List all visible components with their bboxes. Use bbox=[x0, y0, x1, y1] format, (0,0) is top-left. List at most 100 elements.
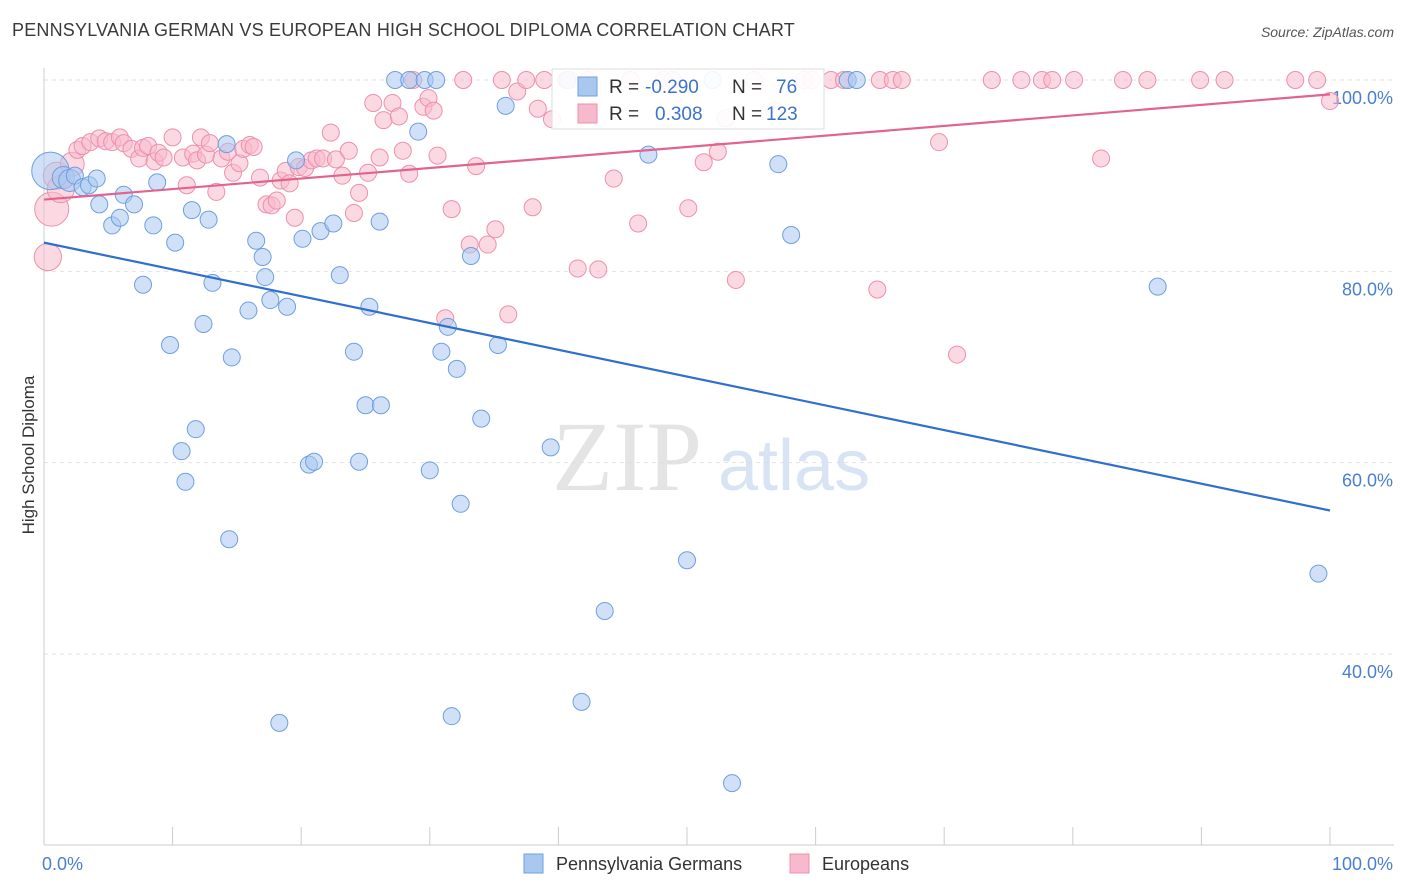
pennsylvania-german-point bbox=[324, 214, 343, 233]
european-point bbox=[177, 176, 196, 195]
pennsylvania-german-point bbox=[261, 291, 280, 310]
european-point bbox=[1065, 71, 1084, 89]
pennsylvania-german-point bbox=[427, 71, 446, 89]
european-point bbox=[428, 146, 447, 165]
european-point bbox=[393, 141, 412, 160]
legend-swatch-pink bbox=[577, 103, 598, 124]
european-point bbox=[244, 137, 263, 156]
european-point bbox=[568, 259, 587, 278]
european-point bbox=[604, 169, 623, 188]
legend-n-label-pink: N = bbox=[732, 104, 762, 125]
bottom-legend: Pennsylvania Germans Europeans bbox=[523, 853, 909, 874]
pennsylvania-german-point bbox=[356, 396, 375, 415]
pennsylvania-german-point bbox=[442, 707, 461, 726]
pennsylvania-german-point bbox=[572, 692, 591, 711]
european-point bbox=[454, 71, 473, 89]
pennsylvania-german-point bbox=[287, 151, 306, 170]
chart-title: PENNSYLVANIA GERMAN VS EUROPEAN HIGH SCH… bbox=[12, 20, 795, 40]
pennsylvania-german-point bbox=[278, 297, 297, 316]
european-point bbox=[629, 214, 648, 233]
european-point bbox=[442, 200, 461, 219]
y-tick-label: 60.0% bbox=[1342, 471, 1393, 491]
y-tick-label: 40.0% bbox=[1342, 662, 1393, 682]
pennsylvania-german-point bbox=[125, 195, 144, 214]
legend-box: R = -0.290 N = 76 R = 0.308 N = 123 bbox=[551, 68, 825, 130]
trend-lines bbox=[43, 93, 1331, 512]
pennsylvania-german-point bbox=[239, 301, 258, 320]
european-point bbox=[321, 123, 340, 142]
european-point bbox=[708, 142, 727, 161]
legend-n-label-blue: N = bbox=[732, 77, 762, 98]
european-point bbox=[285, 208, 304, 227]
pennsylvania-german-point bbox=[110, 208, 129, 227]
european-point bbox=[1012, 71, 1031, 89]
pennsylvania-german-point bbox=[166, 233, 185, 252]
european-point bbox=[478, 235, 497, 254]
legend-r-value-blue: -0.290 bbox=[645, 77, 699, 98]
legend-n-value-pink: 123 bbox=[766, 104, 798, 125]
y-tick-label: 100.0% bbox=[1332, 88, 1393, 108]
pennsylvania-german-point bbox=[330, 266, 349, 285]
pennsylvania-german-point bbox=[496, 96, 515, 115]
bottom-legend-label-pink: Europeans bbox=[822, 854, 909, 874]
european-point bbox=[679, 199, 698, 218]
pennsylvania-german-point bbox=[472, 409, 491, 428]
european-point bbox=[374, 111, 393, 130]
pennsylvania-german-point bbox=[1148, 277, 1167, 296]
european-point bbox=[1286, 71, 1305, 89]
european-point bbox=[163, 128, 182, 147]
european-point bbox=[492, 71, 511, 89]
european-point bbox=[1043, 71, 1062, 89]
european-point bbox=[486, 220, 505, 239]
european-point bbox=[1113, 71, 1132, 89]
european-point bbox=[364, 93, 383, 112]
pennsylvania-german-trend-line bbox=[43, 241, 1331, 512]
pennsylvania-german-point bbox=[432, 342, 451, 361]
european-point bbox=[1215, 71, 1234, 89]
legend-swatch-blue bbox=[577, 76, 598, 97]
pennsylvania-german-point bbox=[447, 359, 466, 378]
european-point bbox=[535, 71, 554, 89]
legend-r-value-pink: 0.308 bbox=[655, 104, 703, 125]
axes: 40.0% 60.0% 80.0% 100.0% 0.0% 100.0% bbox=[42, 68, 1394, 874]
pennsylvania-german-point bbox=[344, 342, 363, 361]
european-point bbox=[726, 270, 745, 289]
pennsylvania-german-point bbox=[161, 335, 180, 354]
pennsylvania-german-point bbox=[678, 551, 696, 570]
pennsylvania-german-point bbox=[541, 438, 560, 457]
european-point bbox=[251, 168, 270, 187]
pennsylvania-german-point bbox=[199, 210, 218, 229]
pennsylvania-german-point bbox=[847, 71, 866, 89]
legend-r-label-pink: R = bbox=[609, 104, 639, 125]
european-point bbox=[523, 198, 542, 217]
pennsylvania-german-point bbox=[420, 461, 439, 480]
european-point bbox=[517, 71, 536, 89]
european-point bbox=[528, 99, 547, 118]
european-point bbox=[499, 305, 518, 324]
pennsylvania-german-point bbox=[144, 216, 163, 235]
pennsylvania-german-point bbox=[220, 530, 239, 549]
pennsylvania-german-point bbox=[270, 713, 289, 732]
pennsylvania-german-point bbox=[769, 155, 788, 174]
x-tick-label-max: 100.0% bbox=[1332, 854, 1393, 874]
european-point bbox=[207, 182, 226, 201]
european-point bbox=[267, 191, 286, 210]
pennsylvania-german-point bbox=[782, 225, 801, 244]
european-point bbox=[339, 141, 358, 160]
european-point bbox=[350, 183, 369, 202]
pennsylvania-german-point bbox=[90, 195, 109, 214]
pennsylvania-german-point bbox=[409, 122, 428, 141]
european-point bbox=[400, 164, 419, 183]
legend-n-value-blue: 76 bbox=[776, 77, 797, 98]
pennsylvania-german-point bbox=[148, 173, 167, 192]
european-point bbox=[344, 203, 363, 222]
pennsylvania-german-point bbox=[253, 247, 272, 266]
pennsylvania-german-point bbox=[222, 348, 241, 367]
pennsylvania-german-point bbox=[595, 601, 614, 620]
pennsylvania-german-point bbox=[451, 494, 470, 513]
pennsylvania-german-point bbox=[87, 169, 106, 188]
european-point bbox=[280, 174, 299, 193]
chart-source: Source: ZipAtlas.com bbox=[1260, 24, 1394, 40]
european-point bbox=[467, 157, 486, 176]
